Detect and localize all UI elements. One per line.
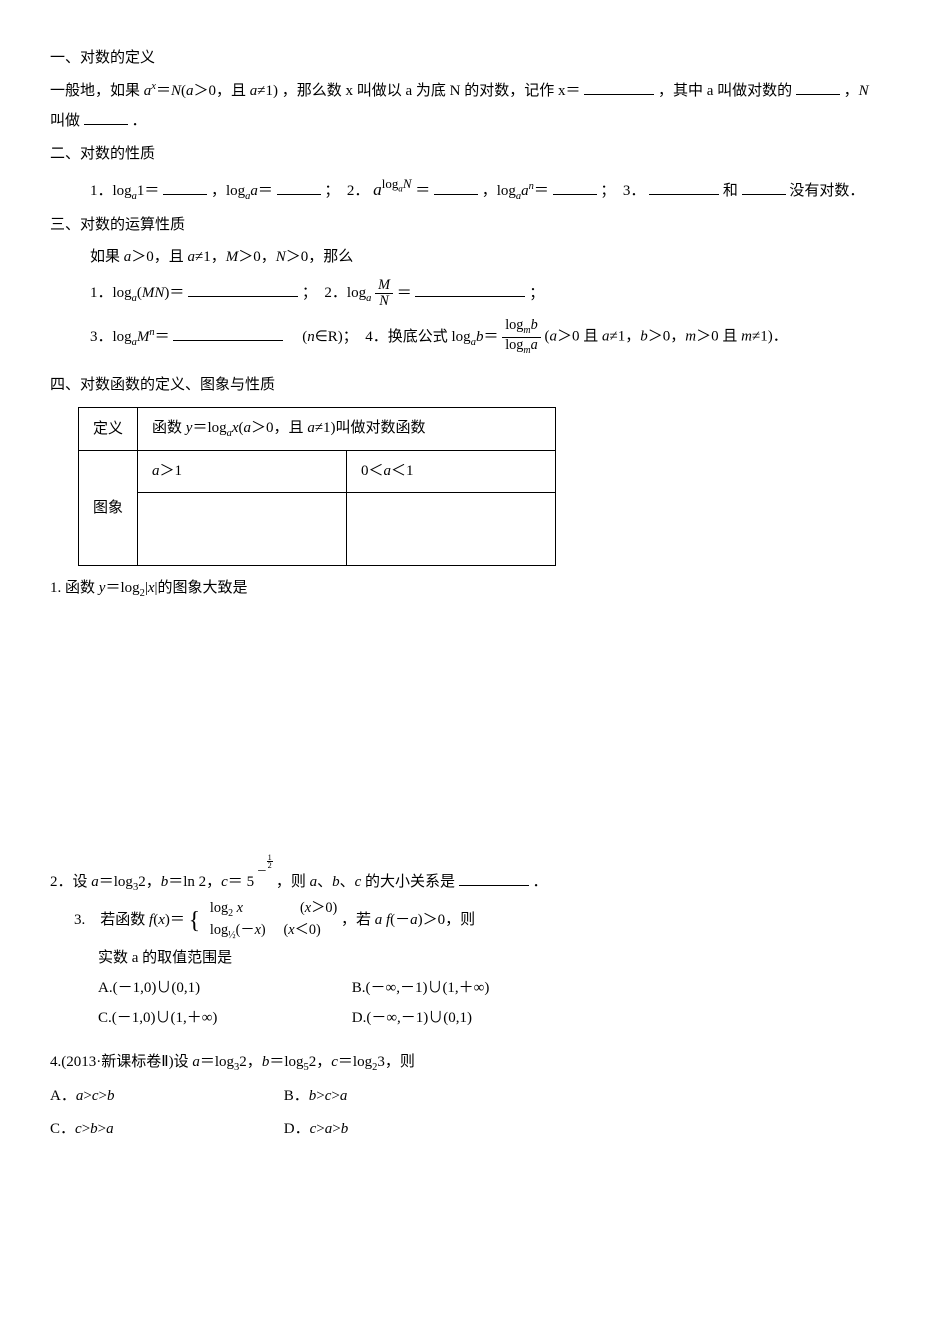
table-row bbox=[79, 492, 556, 565]
question-2: 2．设 a＝log32，b＝ln 2，c＝ 5 － 1 2 ，则 a、b、c 的… bbox=[50, 868, 895, 898]
piecewise: log2 x (x＞0) log½(－x) (x＜0) bbox=[204, 899, 337, 943]
exp-den: 2 bbox=[267, 862, 273, 869]
denominator: N bbox=[375, 294, 393, 310]
text: ＝ bbox=[397, 285, 412, 301]
option-c: C.(－1,0)∪(1,＋∞) bbox=[98, 1005, 348, 1033]
section-2-item1: 1．loga1＝ ，logaa＝ ； 2． alogaN ＝ ，logaan＝ … bbox=[50, 172, 895, 207]
cell-graph-1 bbox=[138, 492, 347, 565]
text: ，则 a、b、c 的大小关系是 bbox=[276, 874, 455, 890]
equation: ax＝N(a＞0，且 a≠1) bbox=[144, 83, 278, 99]
text: ，logaan＝ bbox=[482, 183, 549, 199]
question-4-options: A．a>c>b B．b>c>a C．c>b>a D．c>a>b bbox=[50, 1080, 895, 1146]
text: ． bbox=[132, 113, 147, 129]
blank bbox=[173, 325, 283, 341]
blank bbox=[459, 870, 529, 886]
q3-options-2: C.(－1,0)∪(1,＋∞) D.(－∞,－1)∪(0,1) bbox=[74, 1005, 895, 1033]
numerator: logmb bbox=[502, 318, 541, 338]
blank bbox=[84, 109, 128, 125]
text: ＝ bbox=[415, 183, 430, 199]
neg-sign: － bbox=[257, 862, 268, 882]
text: ； 2． bbox=[324, 183, 369, 199]
cell-def-label: 定义 bbox=[79, 408, 138, 451]
section-1-line2: 叫做 ． bbox=[50, 107, 895, 136]
piece-2: log½(－x) (x＜0) bbox=[210, 922, 321, 938]
brace-left: { bbox=[189, 908, 201, 934]
q4-row2: C．c>b>a D．c>a>b bbox=[50, 1113, 895, 1146]
text: ，若 a f(－a)＞0，则 bbox=[341, 913, 475, 929]
table-row: 定义 函数 y＝logax(a＞0，且 a≠1)叫做对数函数 bbox=[79, 408, 556, 451]
section-3-title: 三、对数的运算性质 bbox=[50, 211, 895, 240]
text: 一般地，如果 bbox=[50, 83, 144, 99]
exp-frac: 1 2 bbox=[267, 854, 273, 870]
base: 5 bbox=[247, 874, 255, 890]
text: 3．logaMn＝ bbox=[90, 329, 170, 345]
blank bbox=[415, 281, 525, 297]
text: 1．loga1＝ bbox=[90, 183, 159, 199]
blank bbox=[163, 179, 207, 195]
fraction: logmb logma bbox=[502, 318, 541, 357]
text: 和 bbox=[723, 183, 738, 199]
question-1: 1. 函数 y＝log2|x|的图象大致是 bbox=[50, 574, 895, 604]
table-row: 图象 a＞1 0＜a＜1 bbox=[79, 451, 556, 493]
section-2-title: 二、对数的性质 bbox=[50, 140, 895, 169]
option-b: B．b>c>a bbox=[284, 1080, 514, 1113]
text: 叫做 bbox=[50, 113, 80, 129]
blank bbox=[584, 79, 654, 95]
cell-0-lt-a-lt-1: 0＜a＜1 bbox=[347, 451, 556, 493]
q3-stem: 3. 若函数 f(x)＝ { log2 x (x＞0) log½(－x) (x＜… bbox=[74, 899, 895, 943]
q3-line2: 实数 a 的取值范围是 bbox=[74, 945, 895, 973]
text: ； 2．loga bbox=[302, 285, 371, 301]
cell-graph-2 bbox=[347, 492, 556, 565]
question-4-stem: 4.(2013·新课标卷Ⅱ)设 a＝log32，b＝log52，c＝log23，… bbox=[50, 1048, 895, 1078]
text: ，那么数 x 叫做以 a 为底 N 的对数，记作 x＝ bbox=[282, 83, 581, 99]
q4-row1: A．a>c>b B．b>c>a bbox=[50, 1080, 895, 1113]
text: 实数 a 的取值范围是 bbox=[98, 950, 232, 966]
blank bbox=[796, 79, 840, 95]
piece-1: log2 x (x＞0) bbox=[210, 900, 337, 916]
text: 没有对数． bbox=[789, 183, 864, 199]
cell-a-gt-1: a＞1 bbox=[138, 451, 347, 493]
cell-graph-label: 图象 bbox=[79, 451, 138, 566]
section-1-line1: 一般地，如果 ax＝N(a＞0，且 a≠1) ，那么数 x 叫做以 a 为底 N… bbox=[50, 77, 895, 106]
text: ，其中 a 叫做对数的 bbox=[658, 83, 792, 99]
option-d: D.(－∞,－1)∪(0,1) bbox=[352, 1005, 602, 1033]
blank bbox=[277, 179, 321, 195]
power-5: 5 － 1 2 bbox=[247, 868, 255, 897]
blank bbox=[434, 179, 478, 195]
option-b: B.(－∞,－1)∪(1,＋∞) bbox=[352, 975, 602, 1003]
blank bbox=[188, 281, 298, 297]
text: 3. 若函数 f(x)＝ bbox=[74, 913, 185, 929]
section-4-title: 四、对数函数的定义、图象与性质 bbox=[50, 371, 895, 400]
text: (a＞0 且 a≠1，b＞0，m＞0 且 m≠1)． bbox=[545, 329, 788, 345]
numerator: M bbox=[375, 278, 393, 295]
option-a: A．a>c>b bbox=[50, 1080, 280, 1113]
option-d: D．c>a>b bbox=[284, 1113, 514, 1146]
text: (n∈R)； 4．换底公式 logab＝ bbox=[287, 329, 498, 345]
text: ． bbox=[533, 874, 548, 890]
option-a: A.(－1,0)∪(0,1) bbox=[98, 975, 348, 1003]
text: 2．设 a＝log32，b＝ln 2，c＝ bbox=[50, 874, 243, 890]
q3-options-1: A.(－1,0)∪(0,1) B.(－∞,－1)∪(1,＋∞) bbox=[74, 975, 895, 1003]
text: ，N bbox=[844, 83, 869, 99]
option-c: C．c>b>a bbox=[50, 1113, 280, 1146]
section-3-p2: 3．logaMn＝ (n∈R)； 4．换底公式 logab＝ logmb log… bbox=[50, 318, 895, 357]
text: 1．loga(MN)＝ bbox=[90, 285, 184, 301]
question-3: 3. 若函数 f(x)＝ { log2 x (x＞0) log½(－x) (x＜… bbox=[50, 899, 895, 1032]
text: ； 3． bbox=[600, 183, 645, 199]
section-3-cond: 如果 a＞0，且 a≠1，M＞0，N＞0，那么 bbox=[50, 243, 895, 272]
cell-def-content: 函数 y＝logax(a＞0，且 a≠1)叫做对数函数 bbox=[138, 408, 556, 451]
blank bbox=[553, 179, 597, 195]
text: ； bbox=[529, 285, 544, 301]
definition-table: 定义 函数 y＝logax(a＞0，且 a≠1)叫做对数函数 图象 a＞1 0＜… bbox=[78, 407, 556, 565]
denominator: logma bbox=[502, 338, 541, 357]
section-3-p1: 1．loga(MN)＝ ； 2．loga M N ＝ ； bbox=[50, 278, 895, 310]
text: ，logaa＝ bbox=[211, 183, 273, 199]
section-1-title: 一、对数的定义 bbox=[50, 44, 895, 73]
blank bbox=[742, 179, 786, 195]
equation-power: alogaN bbox=[373, 180, 411, 199]
fraction: M N bbox=[375, 278, 393, 310]
figure-gap bbox=[50, 606, 895, 866]
blank bbox=[649, 179, 719, 195]
